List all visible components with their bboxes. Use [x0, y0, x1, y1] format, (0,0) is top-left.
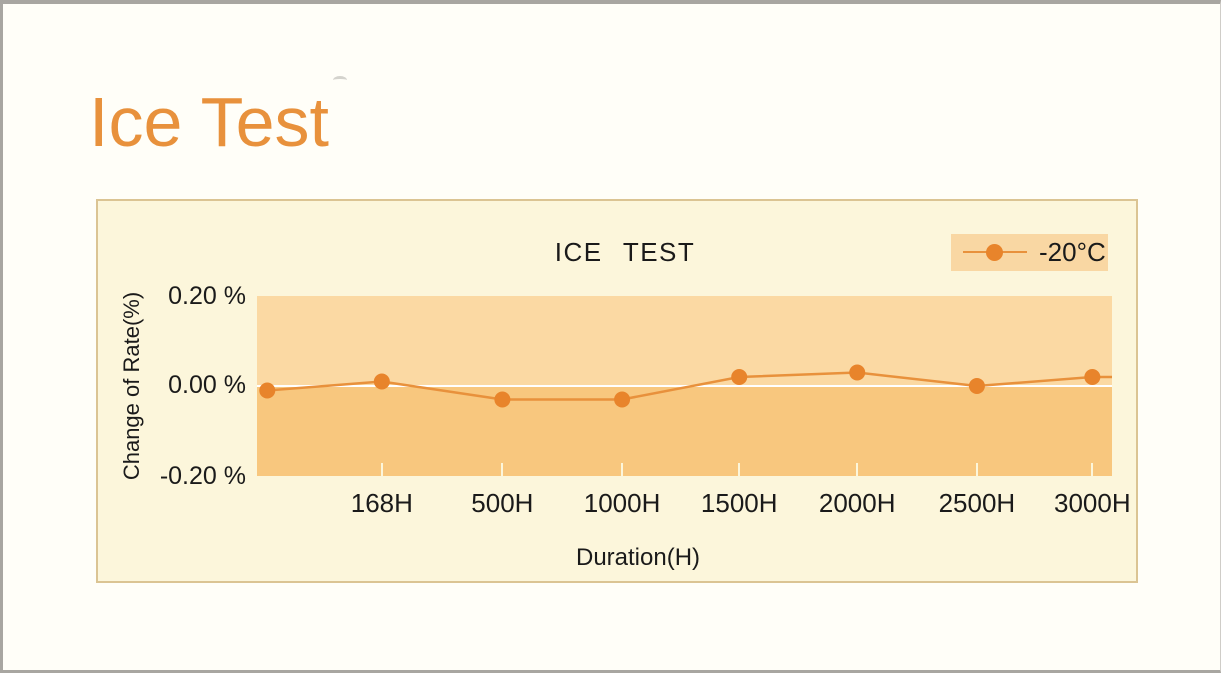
- data-point-marker: [614, 391, 631, 408]
- x-axis-tick: [380, 463, 383, 476]
- y-tick-label-020: 0.20 %: [168, 282, 246, 310]
- x-axis-tick: [975, 463, 978, 476]
- chart-legend: -20°C: [951, 234, 1108, 271]
- x-axis-tick: [856, 463, 859, 476]
- x-tick-label: 2000H: [818, 488, 896, 518]
- data-series-line: [259, 364, 1112, 408]
- y-tick-label-000: 0.00 %: [168, 371, 246, 399]
- data-point-marker: [849, 364, 866, 381]
- data-point-marker: [731, 369, 748, 385]
- legend-line-marker-icon: [963, 244, 1027, 261]
- chart-title: ICE TEST: [554, 237, 696, 267]
- x-axis-tick: [1091, 463, 1094, 476]
- x-tick-label: 2500H: [938, 488, 1016, 518]
- data-point-marker: [373, 373, 390, 390]
- x-axis-tick: [621, 463, 624, 476]
- x-axis-tick: [501, 463, 504, 476]
- data-point-marker: [259, 382, 276, 399]
- x-tick-label: 168H: [350, 488, 413, 518]
- x-axis-title: Duration(H): [575, 544, 701, 571]
- plot-area: [257, 296, 1112, 476]
- x-axis-labels: 168H 500H 1000H 1500H 2000H 2500H 3000H: [257, 488, 1131, 520]
- x-axis-tick: [738, 463, 741, 476]
- plot-band-negative: [257, 386, 1112, 476]
- x-tick-label: 1500H: [700, 488, 778, 518]
- y-tick-label-neg020: -0.20 %: [159, 462, 246, 490]
- x-tick-label: 3000H: [1054, 488, 1131, 518]
- legend-series-label: -20°C: [1039, 237, 1106, 267]
- data-point-marker: [1084, 369, 1101, 385]
- legend-dot-icon: [986, 244, 1003, 261]
- chart-panel: ICE TEST -20°C Change of Rate(%) 0.20 % …: [96, 199, 1138, 583]
- page-title: Ice Test: [89, 83, 329, 161]
- x-tick-label: 1000H: [583, 488, 661, 518]
- x-tick-label: 500H: [471, 488, 534, 518]
- data-point-marker: [494, 391, 511, 408]
- smudge-artifact: [333, 76, 347, 81]
- zero-gridline: [257, 385, 1112, 387]
- data-point-marker: [968, 378, 985, 394]
- plot-band-positive: [257, 296, 1112, 386]
